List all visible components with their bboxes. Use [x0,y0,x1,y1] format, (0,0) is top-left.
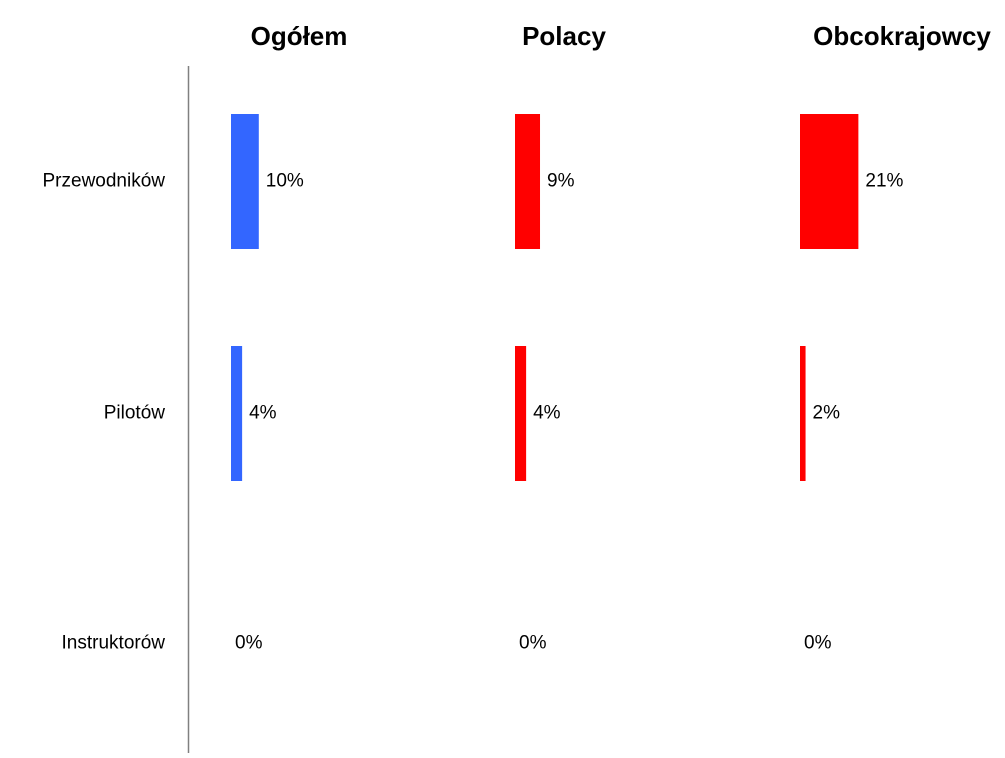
panel-title: Polacy [522,21,606,51]
data-label: 4% [249,403,277,424]
data-label: 21% [865,171,903,192]
panel-title: Obcokrajowcy [813,21,991,51]
bar [515,346,527,481]
bar [800,346,806,481]
data-label: 10% [266,171,304,192]
data-label: 0% [235,633,263,654]
bar [515,114,541,249]
panel-title: Ogółem [251,21,348,51]
bar [231,114,259,249]
bar [231,346,243,481]
category-label: Instruktorów [62,633,166,654]
data-label: 9% [547,171,575,192]
category-label: Pilotów [104,403,166,424]
bar [800,114,859,249]
data-label: 2% [813,403,841,424]
category-label: Przewodników [43,171,166,192]
data-label: 0% [804,633,832,654]
data-label: 4% [533,403,561,424]
data-label: 0% [519,633,547,654]
